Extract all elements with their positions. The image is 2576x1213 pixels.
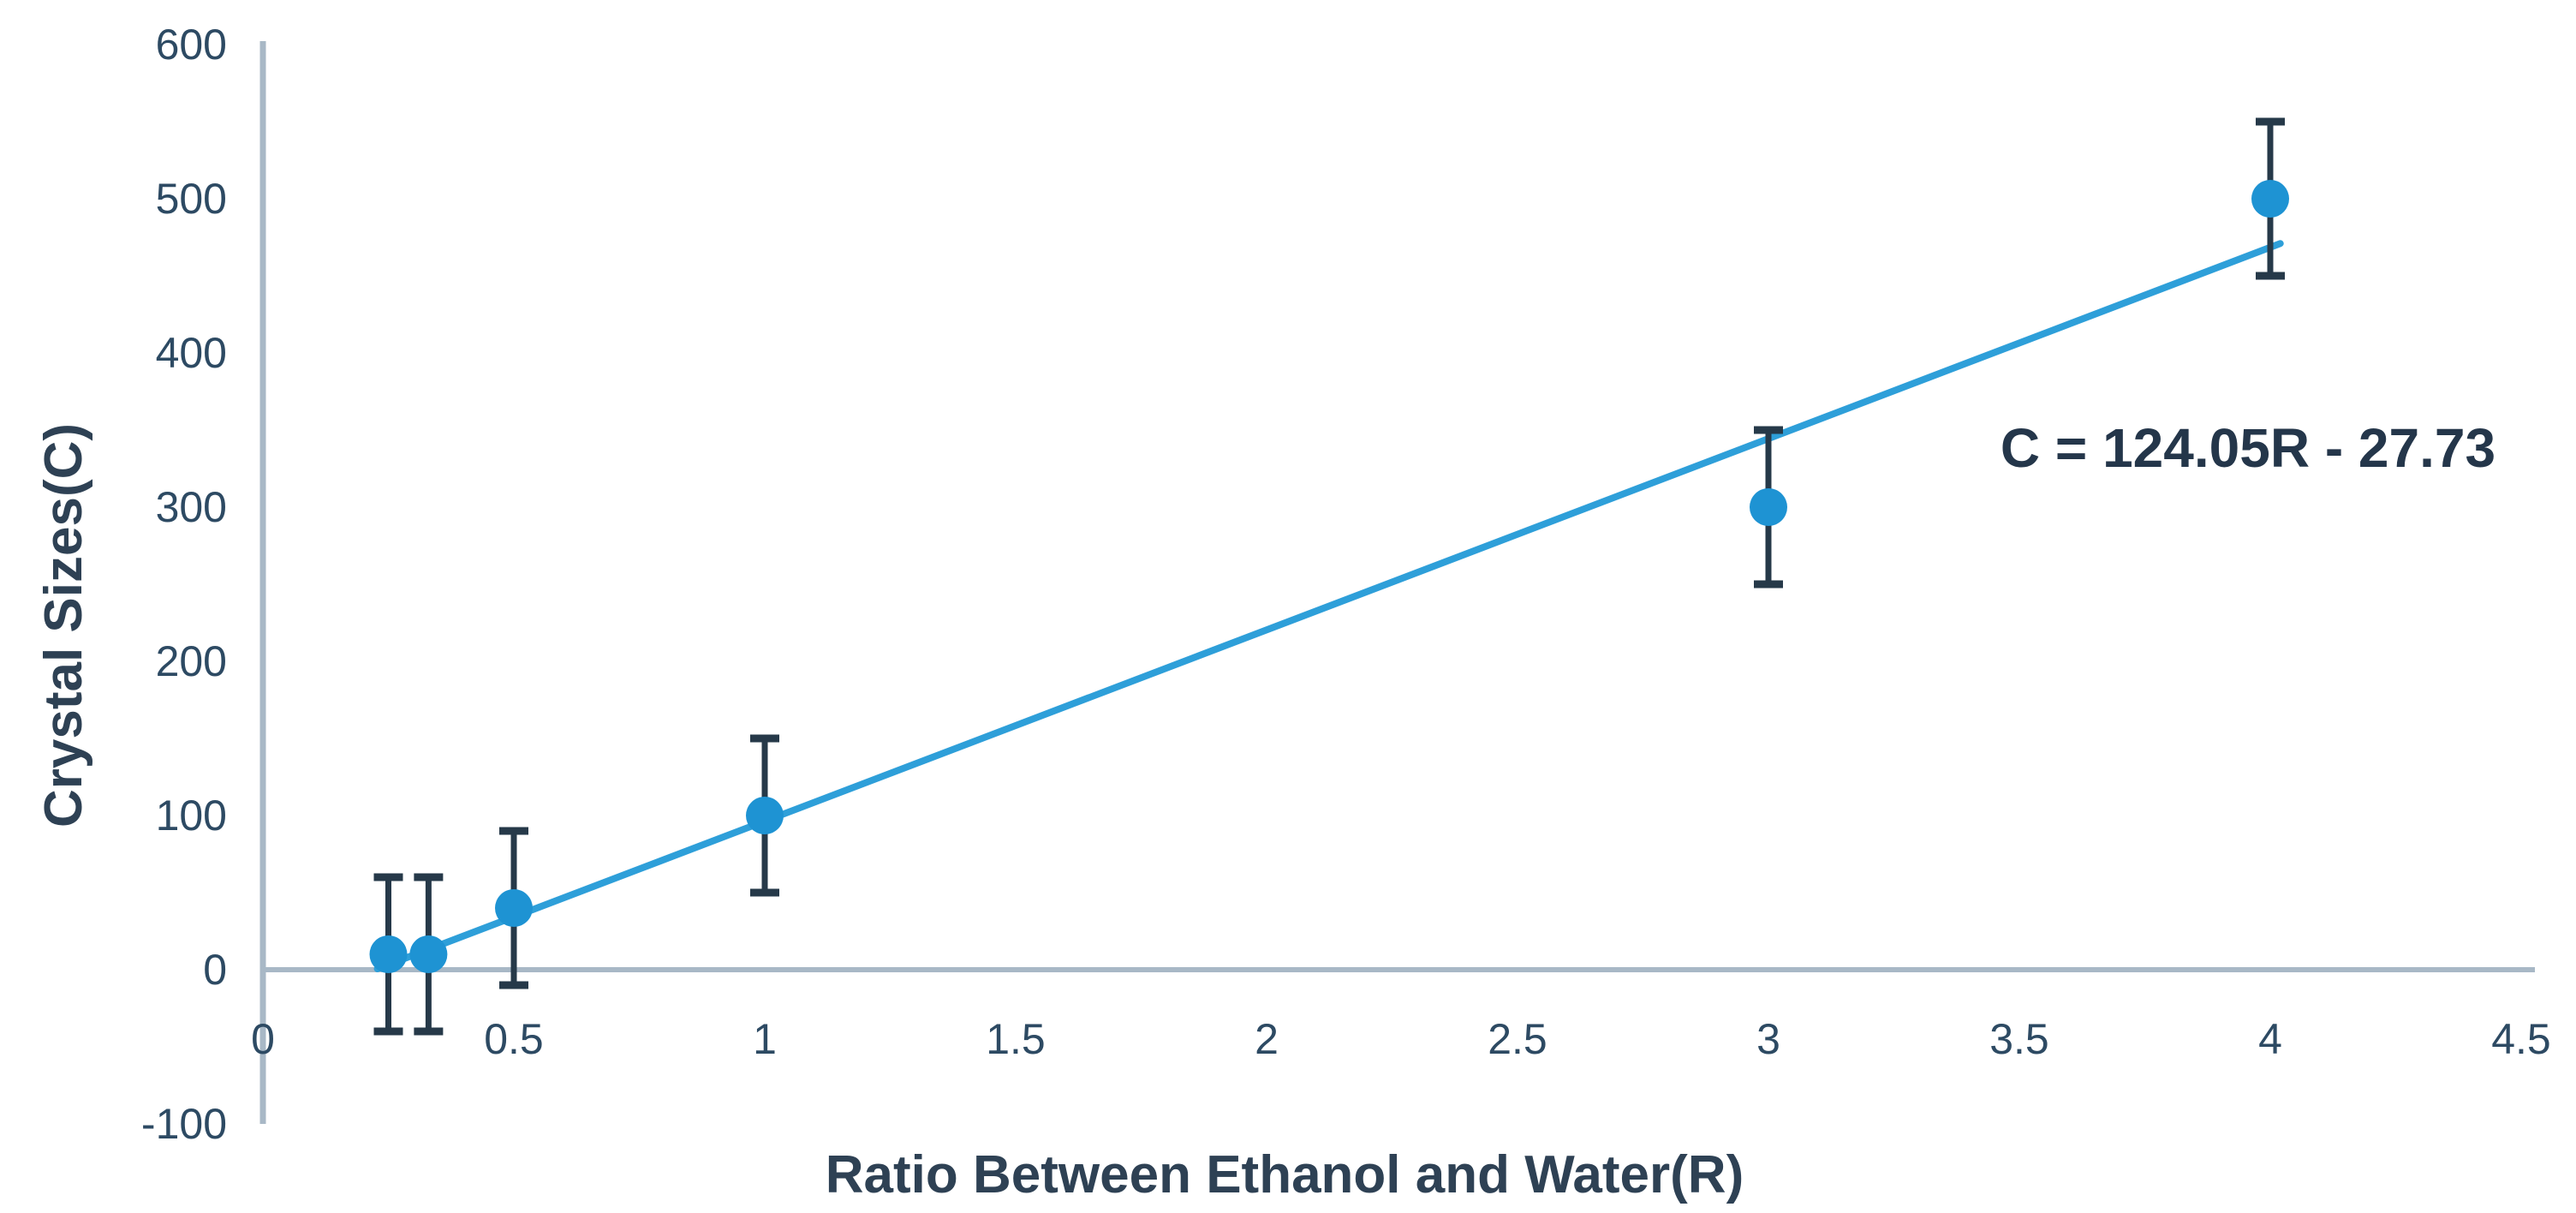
y-tick-label: 100 (156, 792, 227, 840)
x-tick-label: 4 (2258, 1015, 2282, 1063)
tick-labels-layer: 600 500 400 300 200 100 0 -100 0 0.5 1 1.5 2 2.5 3 3.5 4… (141, 21, 2551, 1148)
data-point-marker (1750, 488, 1787, 526)
data-point-marker (369, 935, 408, 973)
x-tick-label: 1.5 (986, 1015, 1046, 1063)
y-tick-label: 500 (156, 175, 227, 223)
x-tick-label: 2.5 (1488, 1015, 1547, 1063)
trend-line (373, 240, 2284, 973)
x-tick-label: 4.5 (2491, 1015, 2551, 1063)
x-tick-label: 0.5 (484, 1015, 544, 1063)
x-tick-label: 0 (251, 1015, 275, 1063)
data-point-marker (495, 889, 533, 927)
error-bars-layer (373, 117, 2285, 1036)
y-axis-title: Crystal Sizes(C) (34, 423, 93, 828)
axes-layer (259, 41, 2535, 1124)
y-tick-label: 400 (156, 329, 227, 377)
data-point-marker (409, 935, 448, 973)
y-tick-label: 600 (156, 21, 227, 69)
y-tick-label: -100 (141, 1100, 227, 1148)
data-points-layer (369, 180, 2289, 973)
trendline-layer (373, 240, 2284, 973)
y-tick-label: 300 (156, 483, 227, 531)
data-point-marker (2251, 180, 2289, 218)
y-tick-label: 0 (203, 946, 227, 994)
y-tick-label: 200 (156, 637, 227, 685)
x-tick-label: 1 (753, 1015, 777, 1063)
data-point-marker (746, 797, 784, 834)
trendline-equation-label: C = 124.05R - 27.73 (2001, 417, 2496, 479)
x-axis-title: Ratio Between Ethanol and Water(R) (826, 1145, 1744, 1204)
x-tick-label: 3.5 (1989, 1015, 2049, 1063)
x-tick-label: 2 (1255, 1015, 1279, 1063)
x-tick-label: 3 (1756, 1015, 1780, 1063)
